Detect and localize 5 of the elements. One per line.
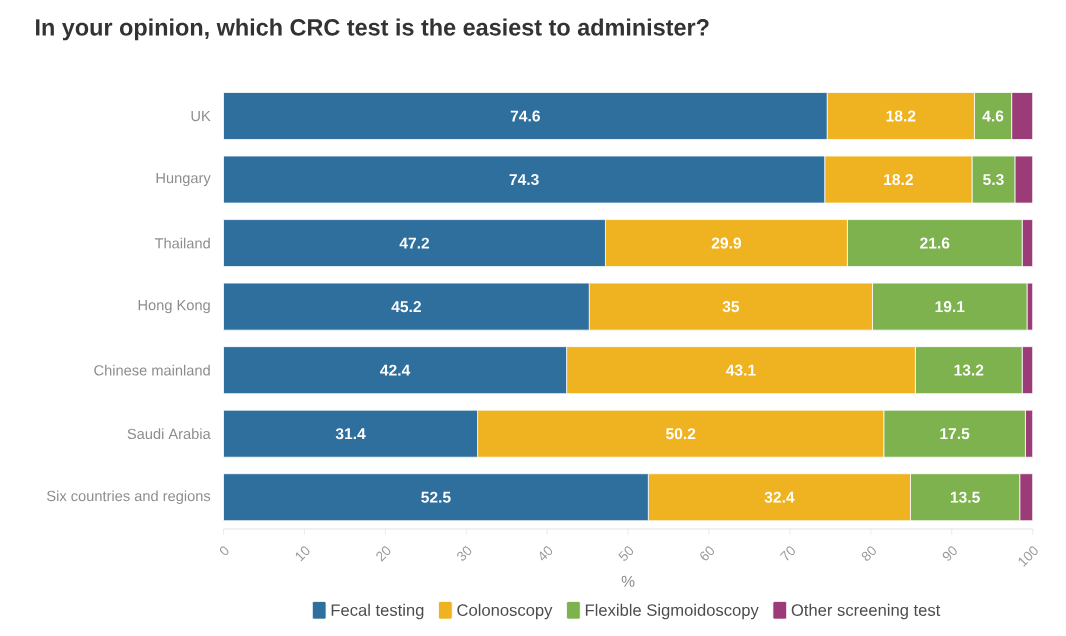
legend-label: Colonoscopy: [457, 603, 553, 619]
legend-label: Flexible Sigmoidoscopy: [585, 603, 759, 619]
legend-label: Other screening test: [791, 603, 941, 619]
legend-label: Fecal testing: [331, 603, 424, 619]
chart-title: In your opinion, which CRC test is the easiest to administer?: [36, 18, 709, 40]
